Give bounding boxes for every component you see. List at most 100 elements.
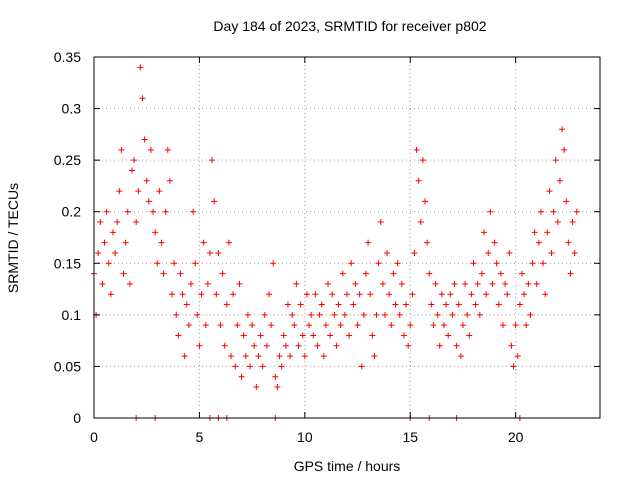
data-point [320,353,327,360]
data-point [373,311,380,318]
data-point [287,353,294,360]
axis-ticks: 0 5 10 15 20 0 0.05 0.1 0.15 0.2 0.25 0.3 0.35 [54,49,600,445]
data-point [223,301,230,308]
data-point [518,270,525,277]
data-point [563,198,570,205]
data-point [156,188,163,195]
data-point [481,229,488,236]
data-point [232,363,239,370]
data-point [559,126,566,133]
plot-frame [93,56,601,419]
data-point [265,291,272,298]
data-point [312,291,319,298]
data-point [147,146,154,153]
x-tick-label: 5 [196,429,204,445]
data-point [228,353,235,360]
data-point [217,322,224,329]
data-point [350,301,357,308]
data-point [293,280,300,287]
data-point [405,342,412,349]
data-point [533,280,540,287]
data-point [447,291,454,298]
data-point [204,280,211,287]
data-point [335,301,342,308]
data-point [259,363,266,370]
data-point [483,291,490,298]
data-point [240,332,247,339]
data-point [234,322,241,329]
x-axis-label: GPS time / hours [294,458,401,474]
data-point [118,146,125,153]
data-point [247,363,254,370]
data-point [392,301,399,308]
data-point [175,332,182,339]
data-point [274,384,281,391]
data-point [464,311,471,318]
data-point [436,342,443,349]
data-point [128,167,135,174]
data-point [314,342,321,349]
data-point [546,188,553,195]
data-point [206,249,213,256]
data-point [211,198,218,205]
data-point [474,280,481,287]
data-point [282,342,289,349]
data-point [485,249,492,256]
data-point [272,373,279,380]
data-point [230,291,237,298]
x-tick-label: 15 [402,429,418,445]
data-point [341,311,348,318]
data-point [185,322,192,329]
data-point [346,332,353,339]
data-point [445,332,452,339]
data-point [171,260,178,267]
data-point [95,249,102,256]
data-point [352,280,359,287]
y-tick-label: 0.05 [54,358,81,374]
data-point [131,157,138,164]
data-point [158,239,165,246]
data-point [97,219,104,226]
data-point [200,239,207,246]
data-point [417,219,424,226]
data-point [202,322,209,329]
data-point [249,322,256,329]
data-point [487,208,494,215]
data-point [493,260,500,267]
data-point [297,301,304,308]
data-point [137,64,144,71]
data-point [187,280,194,287]
data-point [103,208,110,215]
data-point [289,311,296,318]
data-point [322,322,329,329]
data-point [143,177,150,184]
data-point [261,311,268,318]
data-point [105,260,112,267]
data-point [152,229,159,236]
data-point [329,291,336,298]
data-point [339,270,346,277]
y-tick-label: 0 [73,410,81,426]
data-point [306,322,313,329]
data-point [540,260,547,267]
data-point [400,332,407,339]
chart-title: Day 184 of 2023, SRMTID for receiver p80… [213,18,486,34]
data-point [365,239,372,246]
data-point [278,363,285,370]
data-point [198,291,205,298]
data-point [337,322,344,329]
data-point [126,280,133,287]
data-point [114,219,121,226]
data-point [327,332,334,339]
data-point [434,311,441,318]
data-point [109,229,116,236]
data-point [451,280,458,287]
data-point [381,311,388,318]
data-point [99,280,106,287]
data-point [510,363,517,370]
data-point [388,322,395,329]
data-point [455,301,462,308]
data-point [308,311,315,318]
data-point [141,136,148,143]
data-point [236,280,243,287]
